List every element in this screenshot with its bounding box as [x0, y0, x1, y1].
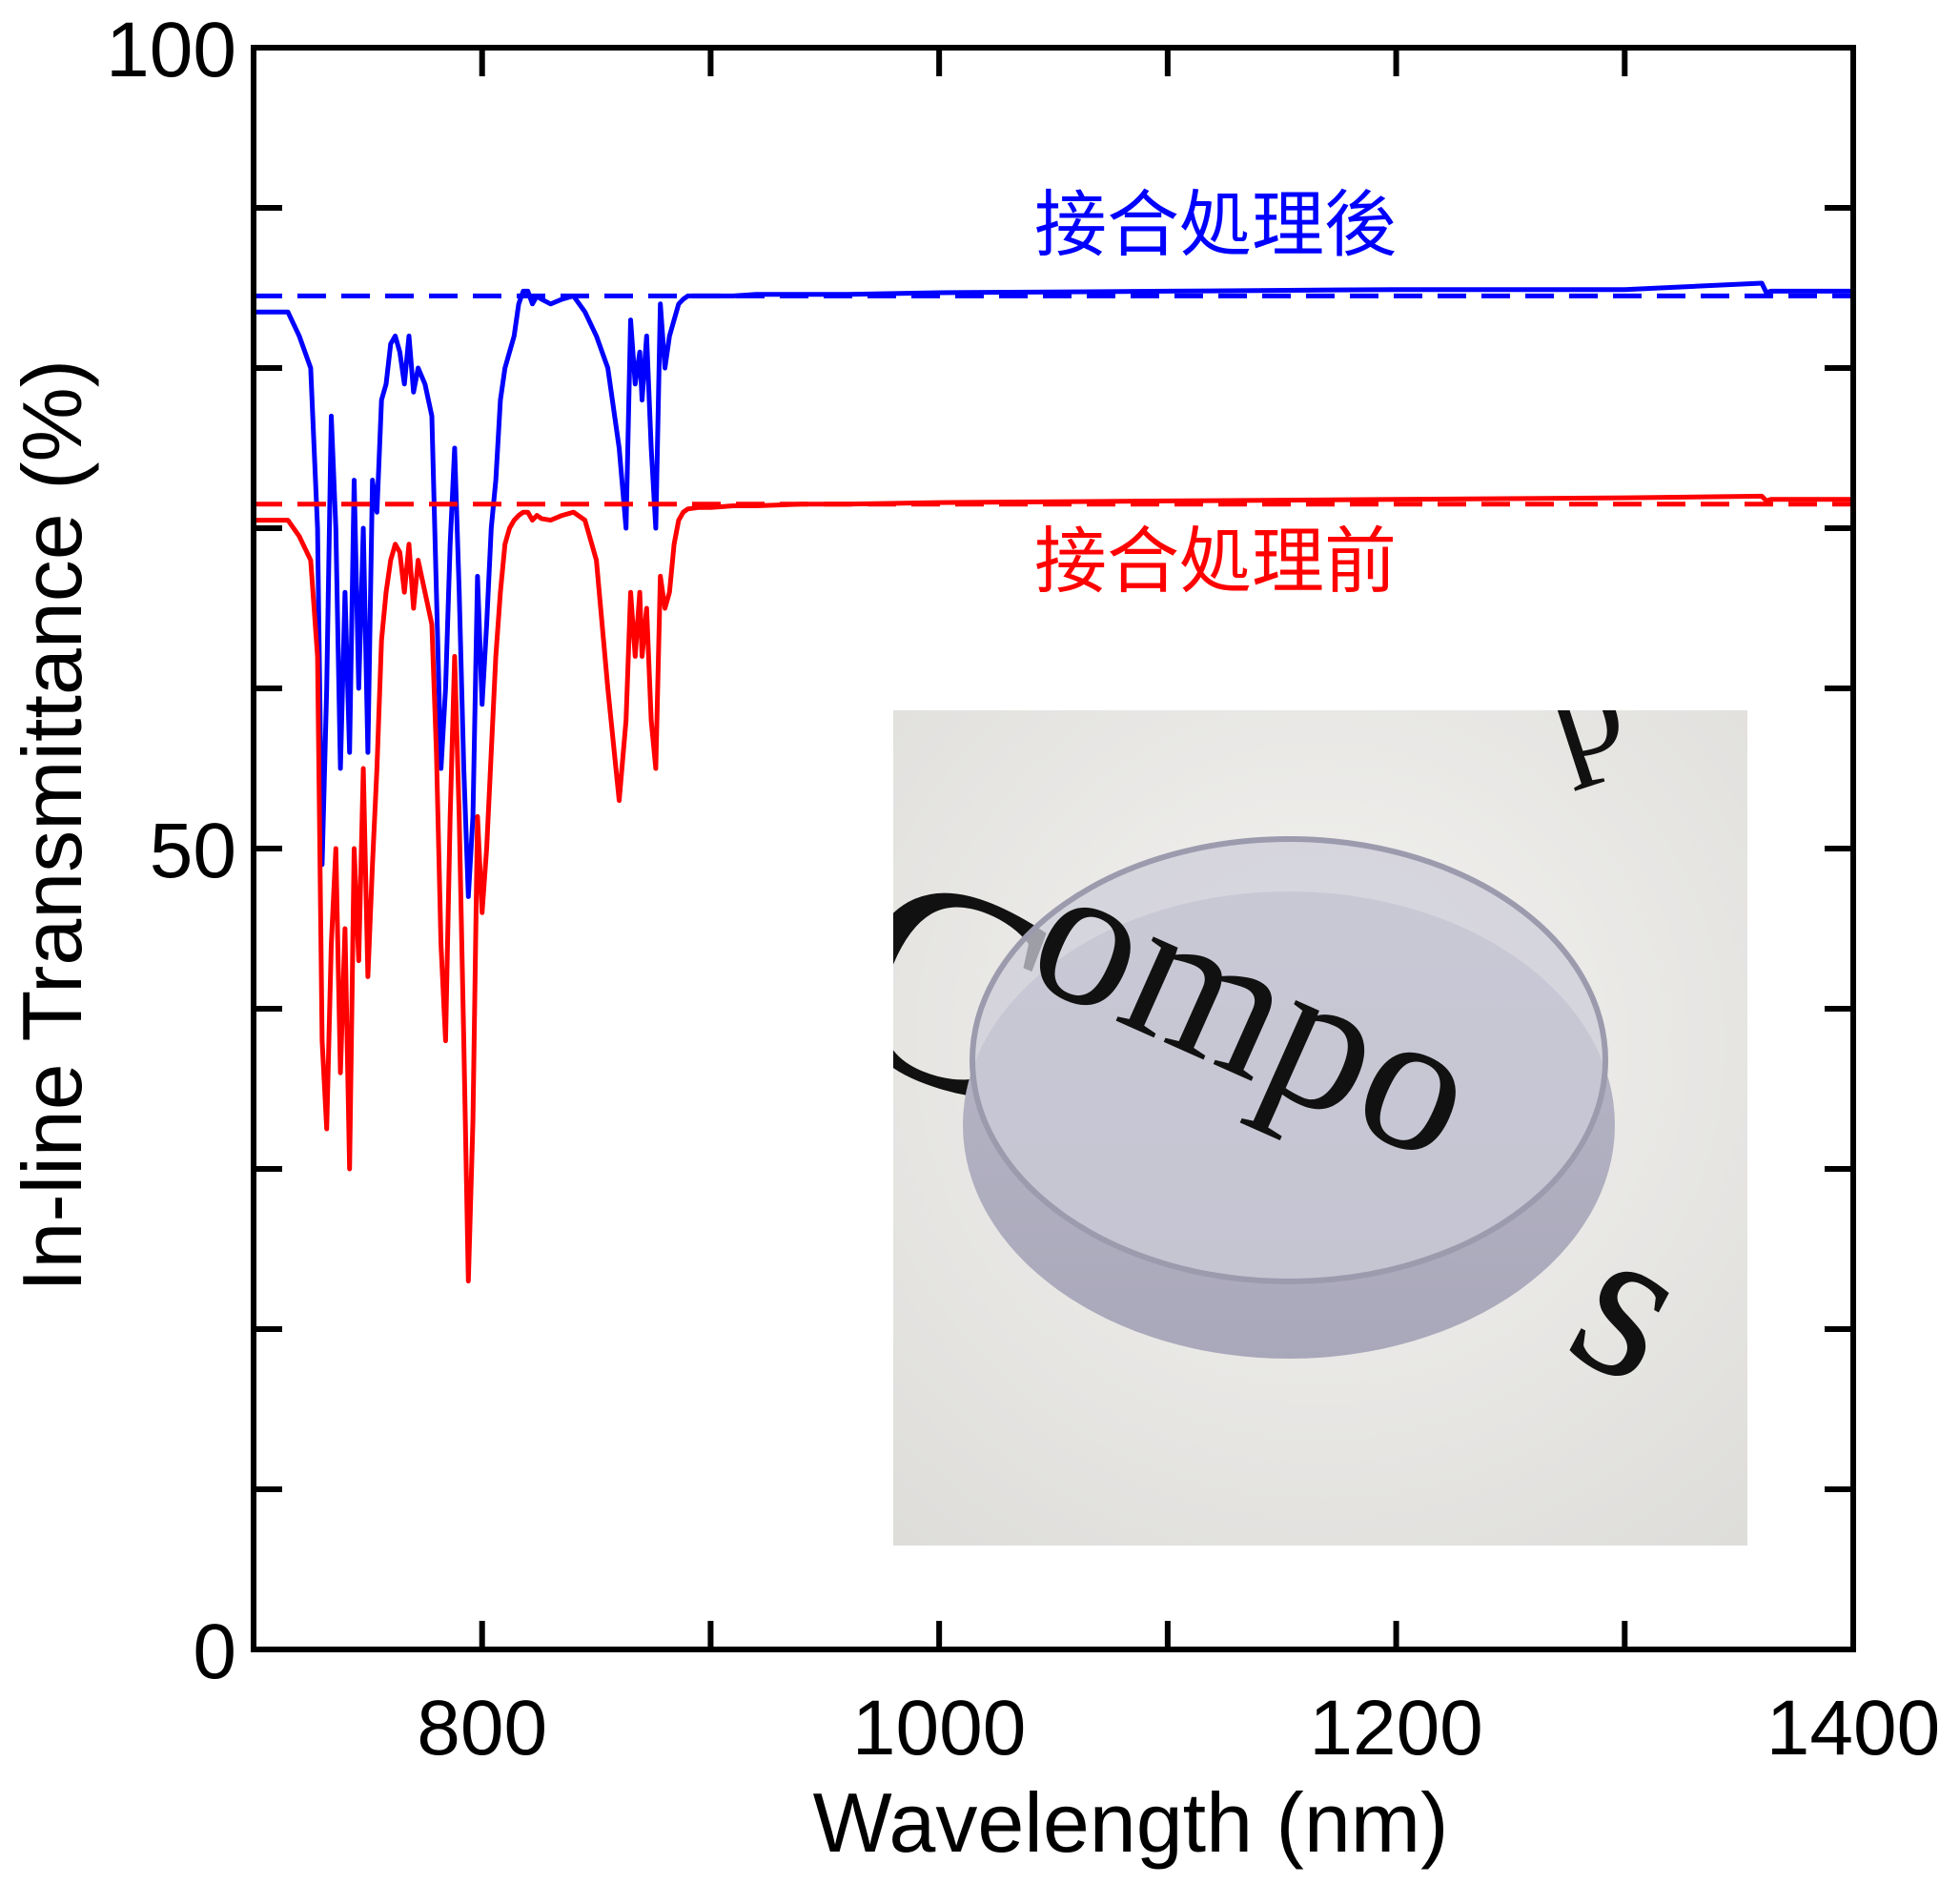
y-axis-title: In-line Transmittance (%) [5, 359, 99, 1292]
y-tick-label: 100 [106, 7, 236, 93]
x-axis-title: Wavelength (nm) [813, 1775, 1449, 1870]
axes-layer: 800 1000 1200 1400 0 50 100 [106, 7, 1940, 1771]
x-tick-label: 1000 [852, 1685, 1026, 1771]
disc-top [972, 839, 1605, 1281]
series-2-line [254, 493, 1853, 1284]
x-tick-label: 1400 [1766, 1685, 1940, 1771]
label-before-treatment: 接合処理前 [1034, 519, 1397, 604]
y-tick-label: 50 [150, 808, 236, 894]
disc-rim [970, 836, 1608, 1284]
series-layer [254, 280, 1853, 1284]
label-after-treatment: 接合処理後 [1034, 182, 1397, 267]
y-tick-label: 0 [193, 1608, 236, 1695]
x-tick-label: 800 [417, 1685, 547, 1771]
series-1-line [254, 280, 1853, 899]
x-tick-label: 1200 [1309, 1685, 1482, 1771]
inset-photo: p C s ompo [893, 710, 1747, 1546]
